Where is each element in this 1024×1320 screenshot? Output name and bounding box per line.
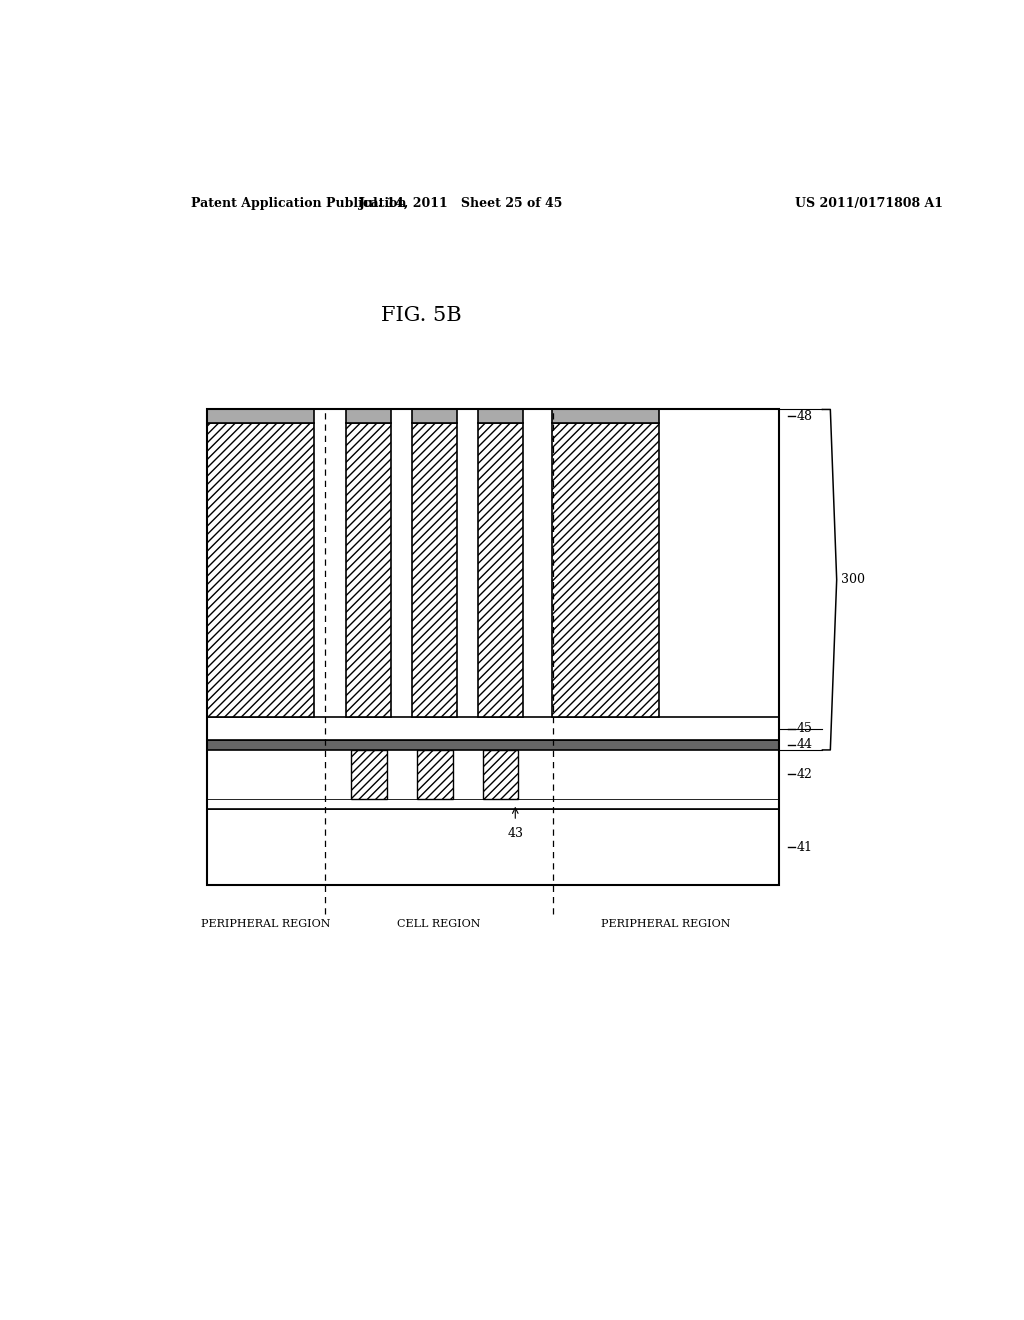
- Bar: [207, 409, 778, 886]
- Bar: [207, 809, 778, 886]
- Bar: [207, 409, 314, 422]
- Text: 42: 42: [797, 768, 812, 781]
- Text: 300: 300: [841, 573, 864, 586]
- Bar: [346, 409, 391, 422]
- Bar: [482, 750, 518, 799]
- Bar: [412, 409, 458, 422]
- Bar: [417, 750, 453, 799]
- Text: 44: 44: [797, 738, 812, 751]
- Text: CELL REGION: CELL REGION: [397, 919, 481, 929]
- Text: Jul. 14, 2011   Sheet 25 of 45: Jul. 14, 2011 Sheet 25 of 45: [359, 197, 563, 210]
- Bar: [552, 409, 658, 422]
- Bar: [478, 422, 523, 718]
- Text: Patent Application Publication: Patent Application Publication: [191, 197, 407, 210]
- Text: PERIPHERAL REGION: PERIPHERAL REGION: [202, 919, 331, 929]
- Text: US 2011/0171808 A1: US 2011/0171808 A1: [795, 197, 943, 210]
- Bar: [552, 422, 658, 718]
- Bar: [207, 799, 778, 809]
- Text: 43: 43: [507, 828, 523, 841]
- Text: 47: 47: [419, 610, 435, 623]
- Text: 48: 48: [797, 409, 812, 422]
- Bar: [412, 422, 458, 718]
- Bar: [207, 750, 778, 799]
- Text: FIG. 5B: FIG. 5B: [381, 306, 462, 325]
- Bar: [478, 409, 523, 422]
- Text: 41: 41: [797, 841, 812, 854]
- Bar: [207, 739, 778, 750]
- Bar: [207, 718, 778, 739]
- Text: 45: 45: [797, 722, 812, 735]
- Text: PERIPHERAL REGION: PERIPHERAL REGION: [601, 919, 731, 929]
- Bar: [351, 750, 387, 799]
- Bar: [346, 422, 391, 718]
- Bar: [207, 422, 314, 718]
